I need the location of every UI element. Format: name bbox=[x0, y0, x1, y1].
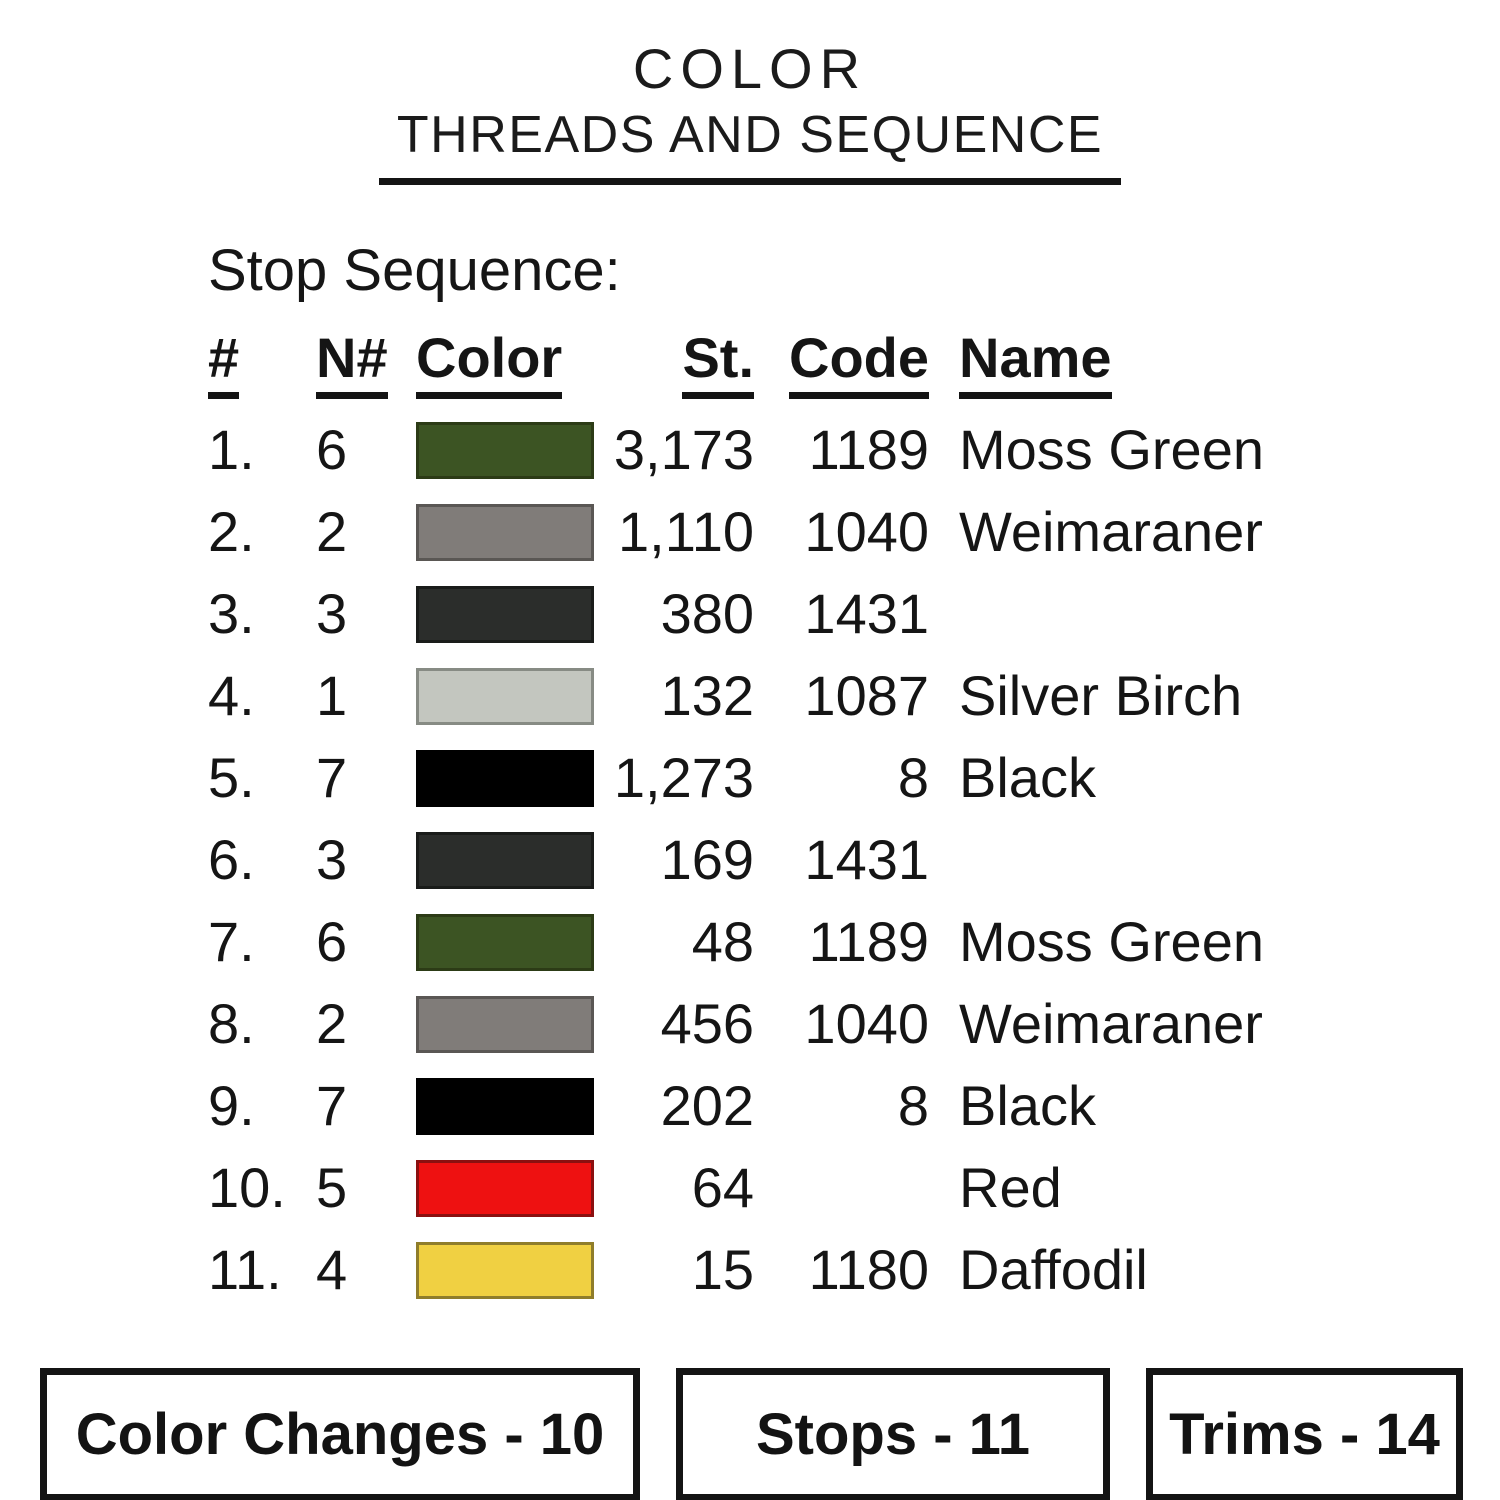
row-number: 7. bbox=[208, 910, 255, 974]
needle-number: 6 bbox=[316, 910, 348, 974]
thread-name: Black bbox=[959, 1074, 1096, 1138]
thread-code: 8 bbox=[897, 1074, 929, 1138]
table-row: 9. 7 202 8 Black bbox=[208, 1065, 1458, 1147]
row-number: 5. bbox=[208, 746, 255, 810]
color-swatch bbox=[416, 421, 594, 479]
color-changes-box: Color Changes - 10 bbox=[40, 1368, 640, 1500]
stitch-count: 202 bbox=[660, 1074, 754, 1138]
table-row: 7. 6 48 1189 Moss Green bbox=[208, 901, 1458, 983]
thread-code: 1180 bbox=[808, 1238, 929, 1302]
table-row: 10. 5 64 Red bbox=[208, 1147, 1458, 1229]
thread-code: 1087 bbox=[804, 664, 929, 728]
stitch-count: 380 bbox=[660, 582, 754, 646]
row-number: 6. bbox=[208, 828, 255, 892]
summary-footer: Color Changes - 10 Stops - 11 Trims - 14 bbox=[40, 1368, 1463, 1500]
table-row: 8. 2 456 1040 Weimaraner bbox=[208, 983, 1458, 1065]
needle-number: 5 bbox=[316, 1156, 348, 1220]
row-number: 8. bbox=[208, 992, 255, 1056]
color-swatch bbox=[416, 585, 594, 643]
needle-number: 3 bbox=[316, 828, 348, 892]
thread-code: 1040 bbox=[804, 992, 929, 1056]
color-swatch bbox=[416, 1241, 594, 1299]
thread-code: 8 bbox=[897, 746, 929, 810]
row-number: 4. bbox=[208, 664, 255, 728]
needle-number: 2 bbox=[316, 500, 348, 564]
thread-code: 1189 bbox=[808, 910, 929, 974]
title-block: COLOR THREADS AND SEQUENCE bbox=[0, 37, 1500, 186]
color-swatch bbox=[416, 749, 594, 807]
thread-sequence-table: # N# Color St. Code Name 1. 6 3,173 1189… bbox=[208, 330, 1458, 1311]
table-row: 5. 7 1,273 8 Black bbox=[208, 737, 1458, 819]
thread-name: Weimaraner bbox=[959, 500, 1263, 564]
stitch-count: 1,110 bbox=[618, 500, 754, 564]
col-header-code: Code bbox=[754, 330, 929, 400]
stitch-count: 15 bbox=[691, 1238, 754, 1302]
table-header-row: # N# Color St. Code Name bbox=[208, 330, 1458, 400]
needle-number: 6 bbox=[316, 418, 348, 482]
thread-name: Weimaraner bbox=[959, 992, 1263, 1056]
row-number: 9. bbox=[208, 1074, 255, 1138]
needle-number: 3 bbox=[316, 582, 348, 646]
col-header-name: Name bbox=[929, 330, 1458, 400]
thread-code: 1431 bbox=[804, 828, 929, 892]
thread-name: Silver Birch bbox=[959, 664, 1243, 728]
table-row: 2. 2 1,110 1040 Weimaraner bbox=[208, 491, 1458, 573]
row-number: 2. bbox=[208, 500, 255, 564]
col-header-color: Color bbox=[416, 330, 594, 400]
stop-sequence-heading: Stop Sequence: bbox=[208, 238, 621, 304]
stitch-count: 48 bbox=[691, 910, 754, 974]
color-swatch bbox=[416, 995, 594, 1053]
color-swatch bbox=[416, 831, 594, 889]
thread-code: 1040 bbox=[804, 500, 929, 564]
thread-code: 1431 bbox=[804, 582, 929, 646]
stops-box: Stops - 11 bbox=[676, 1368, 1110, 1500]
trims-box: Trims - 14 bbox=[1146, 1368, 1463, 1500]
table-row: 1. 6 3,173 1189 Moss Green bbox=[208, 409, 1458, 491]
stitch-count: 169 bbox=[660, 828, 754, 892]
row-number: 10. bbox=[208, 1156, 286, 1220]
needle-number: 4 bbox=[316, 1238, 348, 1302]
thread-name: Moss Green bbox=[959, 418, 1264, 482]
table-row: 11. 4 15 1180 Daffodil bbox=[208, 1229, 1458, 1311]
color-swatch bbox=[416, 1159, 594, 1217]
page-title: COLOR bbox=[632, 37, 868, 100]
thread-name: Moss Green bbox=[959, 910, 1264, 974]
page-subtitle: THREADS AND SEQUENCE bbox=[396, 105, 1104, 164]
needle-number: 7 bbox=[316, 1074, 348, 1138]
needle-number: 1 bbox=[316, 664, 348, 728]
title-underline-group: COLOR THREADS AND SEQUENCE bbox=[378, 37, 1122, 186]
stitch-count: 3,173 bbox=[613, 418, 754, 482]
table-row: 3. 3 380 1431 bbox=[208, 573, 1458, 655]
thread-code: 1189 bbox=[808, 418, 929, 482]
thread-name: Red bbox=[959, 1156, 1062, 1220]
color-swatch bbox=[416, 1077, 594, 1135]
table-row: 6. 3 169 1431 bbox=[208, 819, 1458, 901]
color-swatch bbox=[416, 503, 594, 561]
needle-number: 2 bbox=[316, 992, 348, 1056]
col-header-stitches: St. bbox=[594, 330, 754, 400]
row-number: 11. bbox=[208, 1238, 282, 1302]
needle-number: 7 bbox=[316, 746, 348, 810]
stitch-count: 64 bbox=[691, 1156, 754, 1220]
table-row: 4. 1 132 1087 Silver Birch bbox=[208, 655, 1458, 737]
color-swatch bbox=[416, 667, 594, 725]
row-number: 1. bbox=[208, 418, 255, 482]
thread-name: Daffodil bbox=[959, 1238, 1148, 1302]
col-header-needle: N# bbox=[316, 330, 416, 400]
stitch-count: 456 bbox=[660, 992, 754, 1056]
sequence-section: Stop Sequence: # N# Color St. Code Name … bbox=[208, 237, 1458, 1311]
row-number: 3. bbox=[208, 582, 255, 646]
thread-name: Black bbox=[959, 746, 1096, 810]
color-swatch bbox=[416, 913, 594, 971]
stitch-count: 1,273 bbox=[613, 746, 754, 810]
stitch-count: 132 bbox=[660, 664, 754, 728]
col-header-num: # bbox=[208, 330, 316, 400]
